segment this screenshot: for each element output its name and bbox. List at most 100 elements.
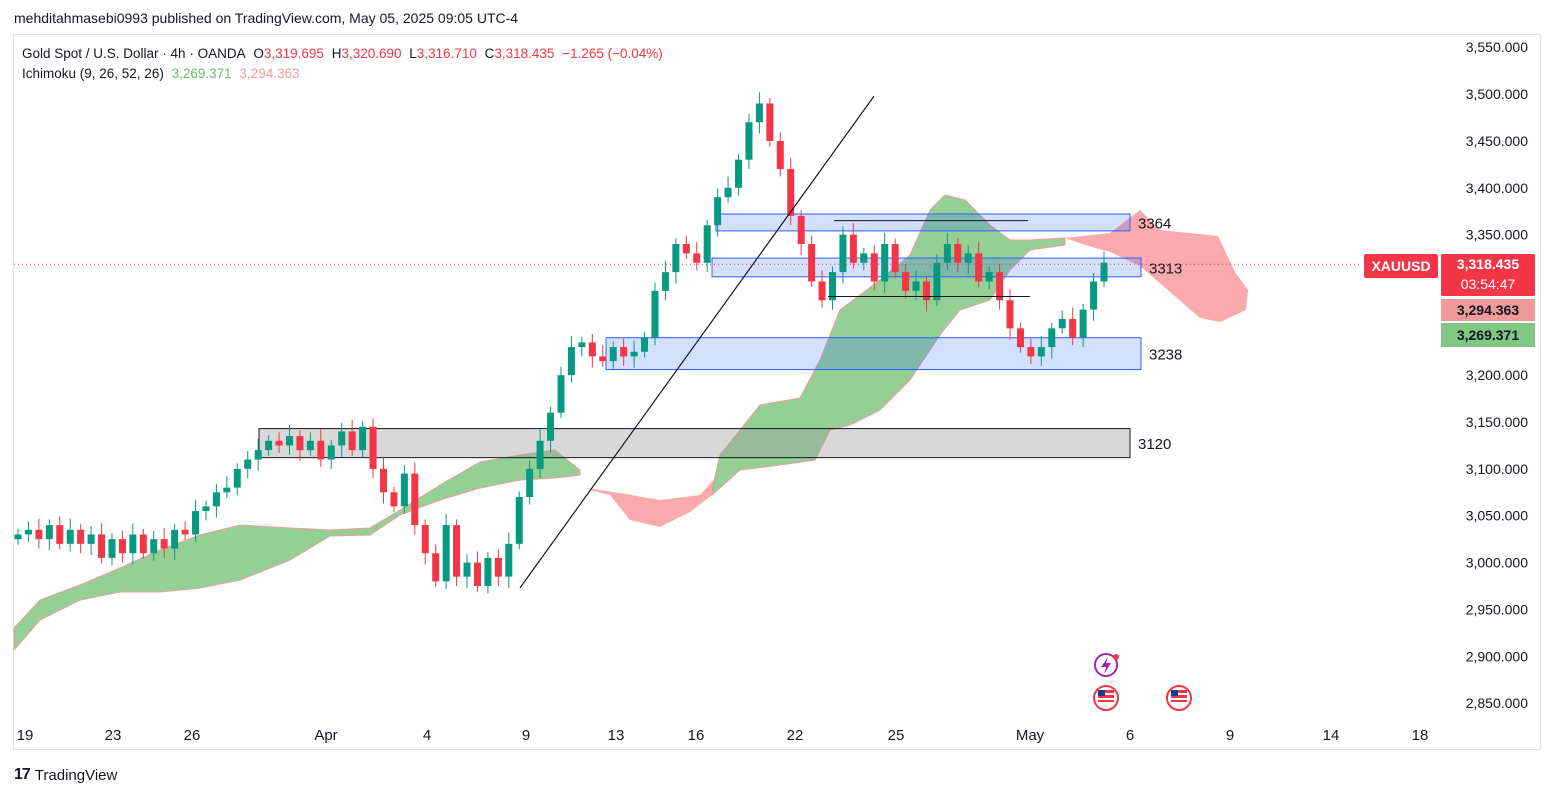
candle-body [400, 473, 408, 507]
ticker-badge: XAUUSD [1364, 254, 1438, 278]
candle-body [202, 506, 210, 512]
candle-body [442, 525, 450, 582]
legend-ichimoku-row: Ichimoku (9, 26, 52, 26) 3,269.371 3,294… [22, 64, 667, 84]
open-label: O [253, 46, 264, 61]
candle-body [933, 262, 941, 301]
lightning-event-icon[interactable] [1094, 653, 1119, 677]
candle-body [56, 525, 64, 544]
candle-body [484, 557, 492, 587]
candle-body [797, 215, 805, 245]
candle-body [609, 347, 617, 362]
candle-body [902, 272, 910, 291]
candle-body [254, 450, 262, 460]
us-flag-event-icon[interactable] [1166, 685, 1192, 711]
x-tick-label: 23 [105, 727, 122, 744]
x-tick-label: 4 [423, 727, 431, 744]
zone-3238[interactable] [605, 337, 1142, 371]
candle-body [567, 347, 575, 376]
candle-body [787, 169, 795, 216]
cloud-segment-bear-1 [586, 478, 715, 527]
candle-body [171, 529, 179, 549]
candle-body [996, 272, 1004, 301]
candle-body [578, 342, 586, 348]
candle-body [975, 253, 983, 282]
trendline[interactable] [519, 95, 875, 589]
zone-3313[interactable] [711, 257, 1142, 278]
candle-body [118, 539, 126, 554]
y-tick-label: 3,500.000 [1466, 86, 1528, 102]
candle-body [505, 543, 513, 577]
y-tick-label: 3,150.000 [1466, 414, 1528, 430]
candle-body [233, 468, 241, 488]
cloud-segment-bull-1 [13, 449, 581, 652]
candle-body [24, 529, 32, 535]
x-tick-label: 14 [1323, 727, 1340, 744]
candle-body [776, 140, 784, 170]
candle-body [620, 347, 628, 357]
candle-body [359, 426, 367, 451]
y-tick-label: 3,000.000 [1466, 555, 1528, 571]
y-tick-label: 3,550.000 [1466, 39, 1528, 55]
low-value: 3,316.710 [416, 46, 477, 61]
candle-body [1090, 281, 1098, 310]
candle-body [557, 375, 565, 413]
candle-body [536, 440, 544, 469]
candle-body [703, 225, 711, 263]
candle-body [515, 496, 523, 544]
y-tick-label: 3,400.000 [1466, 180, 1528, 196]
candle-body [1058, 318, 1066, 329]
y-tick-label: 2,850.000 [1466, 695, 1528, 711]
y-tick-label: 3,350.000 [1466, 227, 1528, 243]
symbol-label[interactable]: Gold Spot / U.S. Dollar · 4h · OANDA [22, 46, 246, 61]
chart-frame[interactable] [13, 34, 1541, 750]
candle-body [192, 511, 200, 535]
candle-body [1006, 300, 1014, 329]
x-tick-label: 6 [1126, 727, 1134, 744]
ticker-badge-label: XAUUSD [1371, 258, 1431, 274]
candle-body [432, 553, 440, 582]
span-b-badge-value: 3,294.363 [1456, 302, 1520, 318]
candle-body [661, 272, 669, 291]
candle-body [682, 244, 690, 254]
low-label: L [409, 46, 417, 61]
candle-body [35, 529, 43, 540]
candle-body [526, 468, 534, 497]
lightning-bolt-shape [1101, 657, 1111, 674]
candle-body [829, 272, 836, 301]
drawings[interactable] [519, 95, 1030, 589]
us-flag-stripe-white [1171, 698, 1187, 700]
event-icons[interactable] [1093, 653, 1192, 711]
tradingview-logo-text: TradingView [34, 766, 118, 784]
candle-body [985, 272, 993, 282]
ichimoku-label[interactable]: Ichimoku (9, 26, 52, 26) [22, 66, 164, 81]
candle-body [641, 337, 649, 352]
support-resistance-zones[interactable]: 3364 3313 3238 3120 [258, 213, 1182, 459]
close-label: C [484, 46, 495, 61]
candle-body [494, 557, 502, 577]
ichimoku-span-b-value: 3,294.363 [239, 66, 300, 81]
zone-3120[interactable] [258, 428, 1131, 459]
candle-body [463, 562, 471, 577]
us-flag-stripe-white [1098, 698, 1114, 700]
candle-body [338, 431, 346, 446]
us-flag-event-icon[interactable] [1093, 685, 1119, 711]
x-tick-label: 18 [1412, 727, 1429, 744]
candle-body [714, 197, 722, 226]
x-tick-label: May [1016, 727, 1045, 744]
candle-body [14, 534, 22, 540]
high-value: 3,320.690 [341, 46, 402, 61]
candle-body [860, 253, 868, 263]
us-flag-canton [1098, 690, 1105, 696]
candle-body [66, 529, 74, 544]
candle-body [881, 244, 889, 282]
candle-body [390, 492, 398, 507]
candle-body [808, 244, 816, 282]
x-tick-label: 16 [688, 727, 705, 744]
legend-ohlc-row: Gold Spot / U.S. Dollar · 4h · OANDA O 3,… [22, 44, 667, 64]
candle-body [98, 534, 106, 558]
y-tick-label: 3,450.000 [1466, 133, 1528, 149]
x-tick-label: 25 [888, 727, 905, 744]
x-tick-label: 19 [17, 727, 34, 744]
tradingview-logo[interactable]: 17 TradingView [14, 766, 117, 784]
